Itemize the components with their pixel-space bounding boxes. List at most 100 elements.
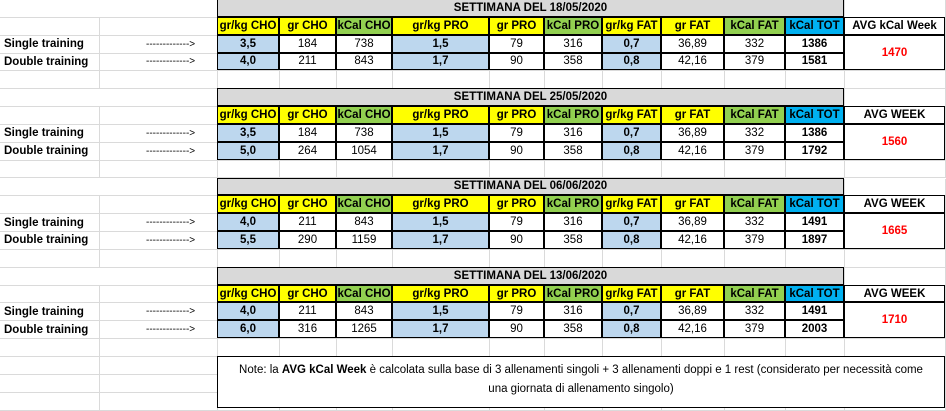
grid-cell xyxy=(100,374,218,393)
value-cell: 1265 xyxy=(336,320,392,339)
value-cell: 4,0 xyxy=(217,302,279,321)
row-arrow: -------------> xyxy=(100,142,218,161)
grid-cell xyxy=(0,339,100,357)
value-cell: 0,8 xyxy=(602,320,661,339)
grid-cell xyxy=(845,0,946,18)
value-cell: 211 xyxy=(279,52,336,71)
value-cell: 1,7 xyxy=(392,231,489,249)
empty-cell xyxy=(0,89,218,108)
grid-cell xyxy=(393,71,490,90)
value-cell: 42,16 xyxy=(661,320,724,339)
grid-cell xyxy=(100,357,218,375)
grid-cell xyxy=(490,249,545,268)
column-header: gr FAT xyxy=(661,284,724,303)
value-cell: 3,5 xyxy=(217,34,279,53)
note-text: è calcolata sulla base di 3 allenamenti … xyxy=(366,364,923,395)
value-cell: 90 xyxy=(489,52,544,71)
value-cell: 0,7 xyxy=(602,123,661,142)
grid-cell xyxy=(337,249,393,268)
column-header: AVG WEEK xyxy=(844,195,945,214)
value-cell: 36,89 xyxy=(661,34,724,53)
grid-cell xyxy=(545,249,603,268)
column-header: gr/kg CHO xyxy=(217,195,279,214)
value-cell: 211 xyxy=(279,213,336,232)
column-header: kCal TOT xyxy=(785,106,844,124)
value-cell: 738 xyxy=(336,123,392,142)
column-header: kCal PRO xyxy=(544,16,602,35)
value-cell: 5,0 xyxy=(217,141,279,160)
column-header: gr/kg CHO xyxy=(217,106,279,124)
grid-cell xyxy=(603,249,662,268)
grid-cell xyxy=(337,160,393,179)
column-header: gr/kg PRO xyxy=(392,106,489,124)
value-cell: 843 xyxy=(336,52,392,71)
grid-cell xyxy=(337,339,393,357)
empty-cell xyxy=(0,178,218,197)
grid-cell xyxy=(786,71,845,90)
value-cell: 1581 xyxy=(785,52,844,71)
value-cell: 4,0 xyxy=(217,213,279,232)
note: Note: la AVG kCal Week è calcolata sulla… xyxy=(217,356,945,408)
value-cell: 379 xyxy=(724,141,785,160)
grid-cell xyxy=(490,160,545,179)
value-cell: 1386 xyxy=(785,34,844,53)
column-header: kCal PRO xyxy=(544,106,602,124)
grid-cell xyxy=(0,249,100,268)
grid-cell xyxy=(100,339,218,357)
column-header: kCal PRO xyxy=(544,195,602,214)
grid-cell xyxy=(0,160,100,179)
grid-cell xyxy=(845,89,946,108)
value-cell: 316 xyxy=(544,213,602,232)
value-cell: 358 xyxy=(544,52,602,71)
grid-cell xyxy=(280,71,337,90)
row-label: Single training xyxy=(0,124,100,143)
grid-cell xyxy=(0,285,100,304)
grid-cell xyxy=(218,339,280,357)
column-header: kCal FAT xyxy=(724,106,785,124)
avg-value: 1710 xyxy=(844,302,945,339)
value-cell: 79 xyxy=(489,123,544,142)
column-header: gr FAT xyxy=(661,16,724,35)
column-header: gr CHO xyxy=(279,16,336,35)
value-cell: 332 xyxy=(724,34,785,53)
grid-cell xyxy=(845,339,946,357)
grid-cell xyxy=(100,71,218,90)
column-header: gr/kg CHO xyxy=(217,16,279,35)
value-cell: 184 xyxy=(279,34,336,53)
value-cell: 379 xyxy=(724,52,785,71)
grid-cell xyxy=(490,339,545,357)
value-cell: 358 xyxy=(544,320,602,339)
grid-cell xyxy=(662,160,725,179)
week-title: SETTIMANA DEL 25/05/2020 xyxy=(217,88,844,107)
value-cell: 738 xyxy=(336,34,392,53)
column-header: AVG WEEK xyxy=(844,106,945,124)
empty-cell xyxy=(0,0,218,18)
column-header: AVG WEEK xyxy=(844,284,945,303)
value-cell: 0,8 xyxy=(602,52,661,71)
row-arrow: -------------> xyxy=(100,214,218,233)
grid-cell xyxy=(725,71,786,90)
grid-cell xyxy=(603,71,662,90)
value-cell: 1,5 xyxy=(392,302,489,321)
row-label: Double training xyxy=(0,53,100,72)
grid-cell xyxy=(100,107,218,125)
grid-cell xyxy=(786,339,845,357)
value-cell: 90 xyxy=(489,231,544,249)
value-cell: 5,5 xyxy=(217,231,279,249)
value-cell: 332 xyxy=(724,213,785,232)
value-cell: 1,5 xyxy=(392,213,489,232)
grid-cell xyxy=(490,71,545,90)
value-cell: 358 xyxy=(544,141,602,160)
column-header: gr PRO xyxy=(489,195,544,214)
column-header: kCal CHO xyxy=(336,16,392,35)
column-header: gr/kg PRO xyxy=(392,16,489,35)
value-cell: 316 xyxy=(544,302,602,321)
grid-cell xyxy=(845,160,946,179)
grid-cell xyxy=(0,71,100,90)
value-cell: 379 xyxy=(724,231,785,249)
row-arrow: -------------> xyxy=(100,124,218,143)
value-cell: 843 xyxy=(336,213,392,232)
grid-cell xyxy=(845,178,946,197)
value-cell: 4,0 xyxy=(217,52,279,71)
